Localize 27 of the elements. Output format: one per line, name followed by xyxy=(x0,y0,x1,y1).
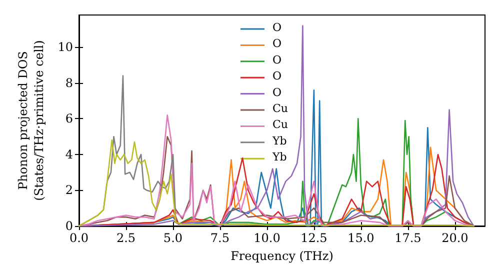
legend-label: O xyxy=(272,70,282,83)
x-tick-label: 20.0 xyxy=(442,231,468,245)
legend-label: Yb xyxy=(272,134,287,148)
y-axis-title: Phonon projected DOS (States/THz·primitive cell) xyxy=(16,40,46,201)
x-tick-label: 17.5 xyxy=(394,231,422,245)
y-tick-label: 4 xyxy=(65,147,74,162)
x-tick-label: 7.5 xyxy=(210,231,230,245)
x-tick-label: 15.0 xyxy=(348,231,374,245)
x-tick-label: 5.0 xyxy=(163,231,183,245)
x-axis-title: Frequency (THz) xyxy=(230,249,334,263)
legend-label: O xyxy=(272,21,282,34)
x-tick-label: 10.0 xyxy=(254,231,280,245)
legend-label: Cu xyxy=(272,102,288,115)
x-tick-label: 0.0 xyxy=(69,231,89,245)
x-tick-label: 2.5 xyxy=(116,231,136,245)
y-tick-label: 0 xyxy=(65,219,73,233)
x-tick-label: 12.5 xyxy=(300,231,328,245)
y-tick-label: 6 xyxy=(65,112,73,126)
legend-label: Cu xyxy=(272,118,288,132)
y-tick-label: 2 xyxy=(65,183,73,198)
y-tick-label: 10 xyxy=(58,40,73,54)
legend-label: O xyxy=(272,37,282,50)
legend-label: O xyxy=(272,86,282,99)
legend-label: Yb xyxy=(272,150,287,164)
legend-label: O xyxy=(272,53,282,66)
line-series xyxy=(78,114,474,227)
y-tick-label: 8 xyxy=(65,76,73,90)
